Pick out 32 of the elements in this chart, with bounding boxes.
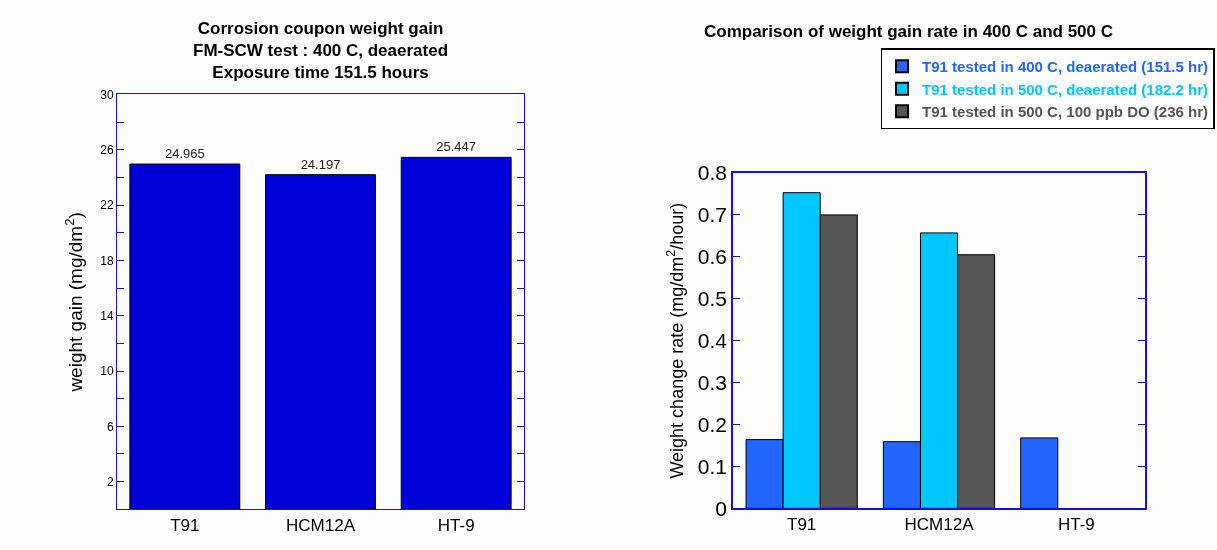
legend-label: T91 tested in 500 C, deaerated (182.2 hr) — [922, 80, 1209, 98]
y-tick-label: 0.6 — [697, 245, 728, 269]
x-tick-label: T91 — [787, 515, 817, 535]
y-tick-label: 2 — [106, 474, 114, 489]
y-tick-label: 18 — [100, 253, 114, 268]
legend-label: T91 tested in 500 C, 100 ppb DO (236 hr) — [922, 103, 1208, 121]
y-tick-label: 30 — [100, 87, 114, 102]
y-tick-label: 0.7 — [697, 203, 728, 227]
y-tick-label: 0.3 — [697, 370, 728, 394]
y-tick-label: 0.2 — [697, 412, 728, 436]
x-tick-label: HT-9 — [1057, 515, 1095, 535]
y-tick-label: 14 — [100, 308, 114, 323]
y-tick-label: 6 — [106, 419, 114, 434]
y-tick-label: 0.8 — [697, 161, 728, 185]
y-tick-label: 0.4 — [697, 329, 728, 352]
y-tick-label: 0 — [715, 496, 728, 520]
y-tick-label: 0.1 — [697, 454, 728, 478]
y-tick-label: 0.5 — [697, 287, 728, 311]
legend-label: T91 tested in 400 C, deaerated (151.5 hr) — [922, 58, 1209, 76]
x-tick-label: HCM12A — [286, 515, 356, 535]
data-label: 24.197 — [300, 156, 341, 172]
chart-title: Corrosion coupon weight gain FM-SCW test : 400 C, deaerated Exposure time 151.5 hours — [193, 19, 449, 83]
chart-title: Comparison of weight gain rate in 400 C and 500 C — [704, 22, 1114, 41]
y-tick-label: 10 — [100, 364, 114, 379]
x-tick-label: HCM12A — [904, 515, 975, 535]
data-label: 24.965 — [164, 146, 205, 162]
y-tick-label: 22 — [100, 198, 114, 213]
bar — [1020, 437, 1059, 509]
data-label: 25.447 — [436, 139, 477, 155]
x-tick-label: T91 — [170, 515, 200, 535]
x-tick-label: HT-9 — [437, 515, 475, 535]
y-tick-label: 26 — [100, 142, 114, 157]
